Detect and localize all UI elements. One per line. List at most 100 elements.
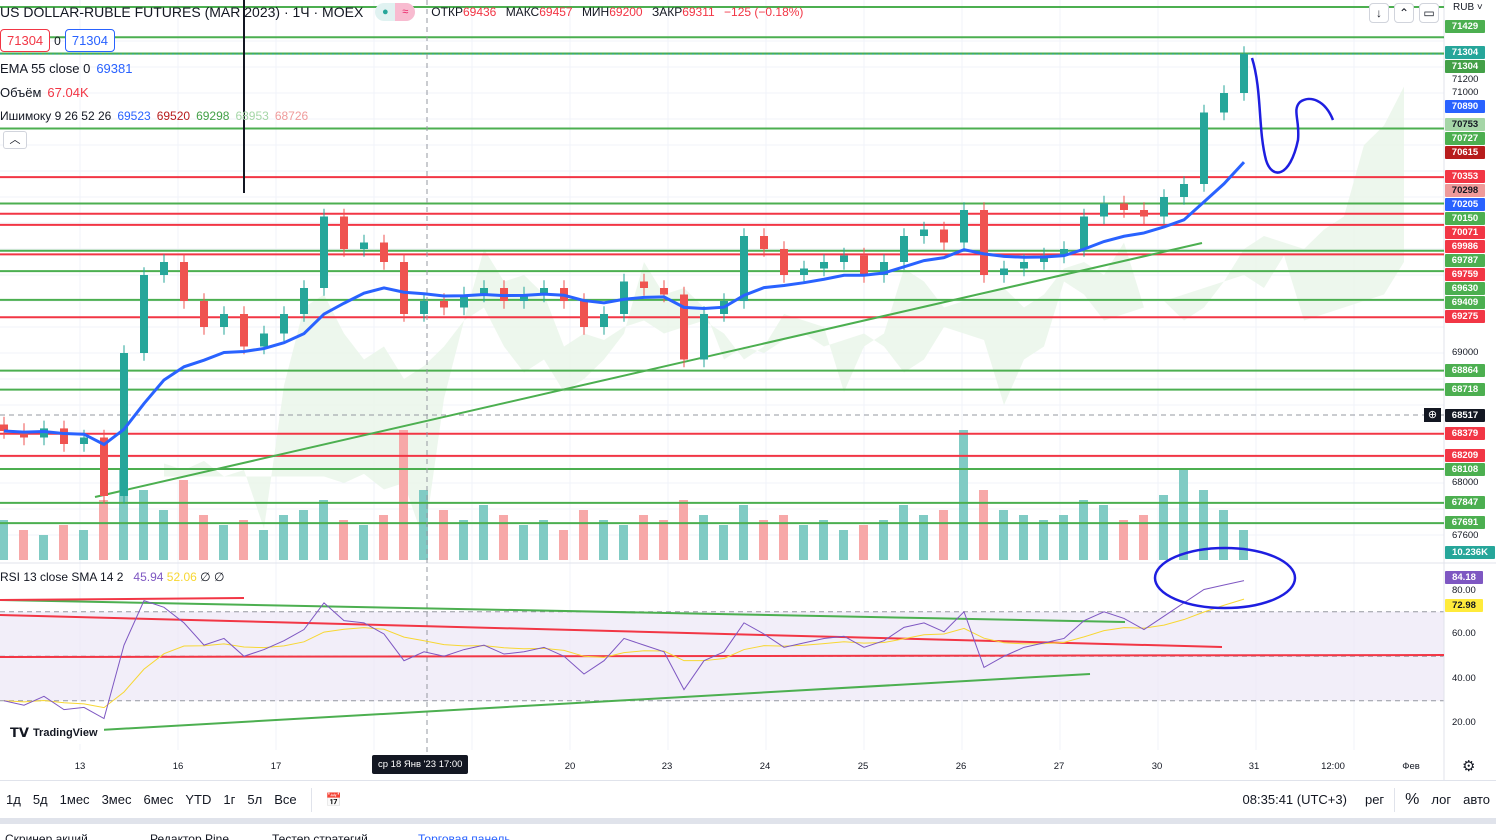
volume-legend[interactable]: Объём 67.04K (0, 85, 95, 100)
range-button-5[interactable]: YTD (185, 792, 212, 807)
range-button-2[interactable]: 1мес (59, 792, 90, 807)
symbol-title[interactable]: US DOLLAR-RUBLE FUTURES (MAR 2023) · 1Ч … (0, 4, 364, 20)
tradingview-logo[interactable]: 𝗧𝗩 TradingView (4, 722, 104, 744)
range-button-3[interactable]: 3мес (101, 792, 132, 807)
volume-bar (239, 520, 248, 560)
collapse-legend-button[interactable]: ︿ (3, 131, 27, 149)
volume-bar (499, 515, 508, 560)
candle-body (920, 229, 928, 236)
candle-body (780, 249, 788, 275)
candle-body (800, 268, 808, 275)
candle-body (540, 288, 548, 295)
candle-body (320, 216, 328, 288)
ichimoku-label: Ишимоку 9 26 52 26 (0, 109, 112, 123)
candle-body (140, 275, 148, 353)
tv-logo-icon: 𝗧𝗩 (10, 725, 29, 740)
candle-body (740, 236, 748, 301)
volume-bar (99, 500, 108, 560)
volume-bar (179, 480, 188, 560)
range-button-4[interactable]: 6мес (143, 792, 174, 807)
tab-stock-screener[interactable]: Скринер акций (5, 832, 88, 840)
candle-body (0, 424, 8, 431)
time-axis-label: 23 (661, 761, 673, 772)
scroll-down-button[interactable]: ↓ (1369, 3, 1389, 23)
price-axis-tick: 69000 (1452, 347, 1479, 358)
market-status-badge[interactable]: ● ≈ (375, 3, 416, 21)
price-chart[interactable] (0, 0, 1496, 780)
settings-gear-icon[interactable]: ⚙ (1462, 758, 1476, 775)
session-button[interactable]: рег (1364, 792, 1385, 807)
time-axis-label: 25 (857, 761, 869, 772)
ichimoku-cloud (164, 86, 1404, 542)
candle-body (660, 288, 668, 295)
price-tag: 70205 (1445, 198, 1485, 212)
currency-select[interactable]: RUB ˅ (1453, 2, 1483, 13)
goto-date-calendar-icon[interactable]: 📅 (325, 791, 342, 807)
rsi-legend[interactable]: RSI 13 close SMA 14 2 45.94 52.06 ∅ ∅ (0, 570, 224, 584)
candle-body (1100, 203, 1108, 217)
volume-bar (679, 500, 688, 560)
candle-body (420, 301, 428, 314)
tab-pine-editor[interactable]: Редактор Pine (150, 832, 230, 840)
collapse-pane-button[interactable]: ⌃ (1394, 3, 1414, 23)
ichimoku-legend[interactable]: Ишимоку 9 26 52 26 69523 69520 69298 68953 68… (0, 109, 314, 123)
rsi-empty-1: ∅ (200, 570, 211, 584)
hand-drawn-circle (1153, 546, 1297, 610)
auto-scale-button[interactable]: авто (1463, 792, 1490, 807)
volume-bar (879, 520, 888, 560)
price-tag: 68108 (1445, 462, 1485, 476)
candle-body (1020, 262, 1028, 269)
range-button-7[interactable]: 5л (247, 792, 263, 807)
ema-legend[interactable]: EMA 55 close 0 69381 (0, 61, 138, 76)
volume-bar (299, 510, 308, 560)
volume-bar (639, 515, 648, 560)
price-tag: 69986 (1445, 240, 1485, 254)
high-value: 69457 (539, 5, 573, 19)
candle-body (580, 301, 588, 327)
candle-body (180, 262, 188, 301)
volume-bar (399, 430, 408, 560)
volume-bar (79, 530, 88, 560)
range-button-0[interactable]: 1д (6, 792, 21, 807)
range-button-6[interactable]: 1г (223, 792, 236, 807)
volume-bar (539, 520, 548, 560)
buy-button[interactable]: 71304 (64, 29, 115, 52)
range-button-1[interactable]: 5д (32, 792, 48, 807)
volume-bar (1099, 505, 1108, 560)
volume-bar (1159, 495, 1168, 560)
close-label: ЗАКР (651, 5, 683, 19)
log-scale-button[interactable]: лог (1431, 792, 1452, 807)
volume-bar (799, 525, 808, 560)
ichimoku-conversion: 69523 (117, 109, 151, 123)
tab-trading-panel[interactable]: Торговая панель (418, 832, 511, 840)
price-axis-tick: 68000 (1452, 477, 1479, 488)
percent-scale-button[interactable]: % (1405, 790, 1420, 808)
low-value: 69200 (609, 5, 643, 19)
price-tag: 69630 (1445, 282, 1485, 296)
change-value: −125 (−0.18%) (724, 5, 804, 19)
candle-body (1160, 197, 1168, 217)
time-axis-label: 16 (172, 761, 184, 772)
price-tag: 67847 (1445, 495, 1485, 509)
ichimoku-span-a: 68953 (235, 109, 269, 123)
candle-body (1220, 93, 1228, 113)
volume-bar (379, 515, 388, 560)
tab-strategy-tester[interactable]: Тестер стратегий (272, 832, 368, 840)
maximize-pane-button[interactable]: ▭ (1419, 3, 1439, 23)
range-button-8[interactable]: Все (274, 792, 297, 807)
sell-button[interactable]: 71304 (0, 29, 51, 52)
rsi-label: RSI 13 close SMA 14 2 (0, 570, 124, 584)
price-tag: 70890 (1445, 100, 1485, 114)
volume-bar (999, 510, 1008, 560)
price-tag: 70071 (1445, 226, 1485, 240)
clock-display[interactable]: 08:35:41 (UTC+3) (1242, 792, 1347, 807)
add-alert-plus-icon[interactable]: ⊕ (1424, 408, 1441, 422)
volume-tag: 10.236K (1445, 546, 1495, 559)
volume-bar (739, 505, 748, 560)
volume-bar (39, 535, 48, 560)
candle-body (200, 301, 208, 327)
time-axis-label: 24 (759, 761, 771, 772)
open-value: 69436 (462, 5, 497, 19)
volume-bar (1039, 520, 1048, 560)
candle-body (820, 262, 828, 269)
